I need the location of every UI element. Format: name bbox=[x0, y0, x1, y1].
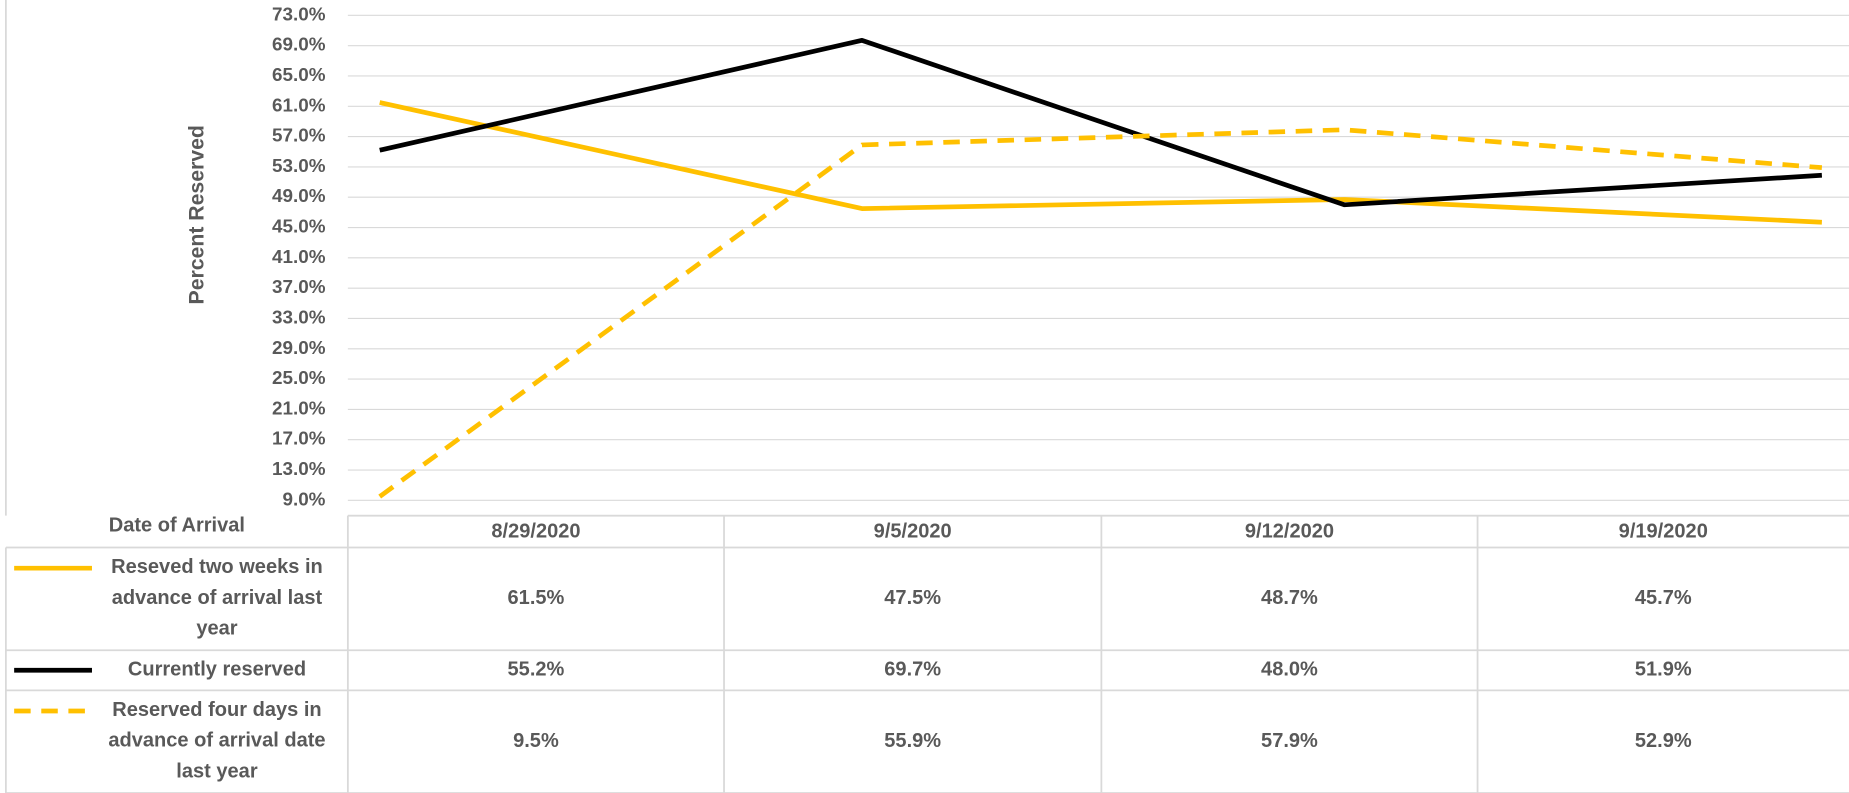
y-tick-label: 45.0% bbox=[272, 216, 326, 237]
y-tick-label: 53.0% bbox=[272, 155, 326, 176]
y-tick-label: 61.0% bbox=[272, 94, 326, 115]
data-label: 61.5% bbox=[508, 587, 565, 609]
legend-label: Reseved two weeks in advance of arrival l… bbox=[111, 556, 323, 639]
y-tick-label: 49.0% bbox=[272, 185, 326, 206]
y-tick-label: 65.0% bbox=[272, 64, 326, 85]
y-tick-label: 57.0% bbox=[272, 125, 326, 146]
line-series bbox=[379, 100, 1822, 225]
y-tick-label: 69.0% bbox=[272, 34, 326, 55]
data-label: 55.2% bbox=[508, 659, 565, 681]
data-label: 69.7% bbox=[884, 659, 941, 681]
x-tick-label: 8/29/2020 bbox=[491, 520, 580, 542]
x-tick-label: 9/12/2020 bbox=[1245, 520, 1334, 542]
y-tick-label: 41.0% bbox=[272, 246, 326, 267]
line-series bbox=[379, 37, 1823, 208]
data-label: 48.7% bbox=[1261, 587, 1318, 609]
data-label: 57.9% bbox=[1261, 730, 1318, 752]
line-series bbox=[378, 127, 1823, 499]
data-label: 51.9% bbox=[1635, 659, 1692, 681]
y-tick-label: 13.0% bbox=[272, 458, 326, 479]
y-tick-label: 33.0% bbox=[272, 306, 326, 327]
data-label: 48.0% bbox=[1261, 659, 1318, 681]
y-axis-label: Percent Reserved bbox=[186, 125, 209, 304]
legend-label: Currently reserved bbox=[128, 659, 306, 681]
y-tick-label: 37.0% bbox=[272, 276, 326, 297]
y-tick-label: 73.0% bbox=[272, 3, 326, 24]
data-label: 55.9% bbox=[884, 730, 941, 752]
y-tick-label: 17.0% bbox=[272, 428, 326, 449]
data-label: 45.7% bbox=[1635, 587, 1692, 609]
legend-label: Reserved four days in advance of arrival … bbox=[108, 699, 325, 782]
y-tick-label: 9.0% bbox=[282, 488, 325, 509]
data-label: 9.5% bbox=[513, 730, 559, 752]
y-tick-label: 25.0% bbox=[272, 367, 326, 388]
x-axis-label: Date of Arrival bbox=[109, 515, 245, 537]
x-tick-label: 9/5/2020 bbox=[874, 520, 952, 542]
data-label: 52.9% bbox=[1635, 730, 1692, 752]
x-tick-label: 9/19/2020 bbox=[1619, 520, 1708, 542]
data-label: 47.5% bbox=[884, 587, 941, 609]
y-tick-label: 21.0% bbox=[272, 397, 326, 418]
y-tick-label: 29.0% bbox=[272, 337, 326, 358]
